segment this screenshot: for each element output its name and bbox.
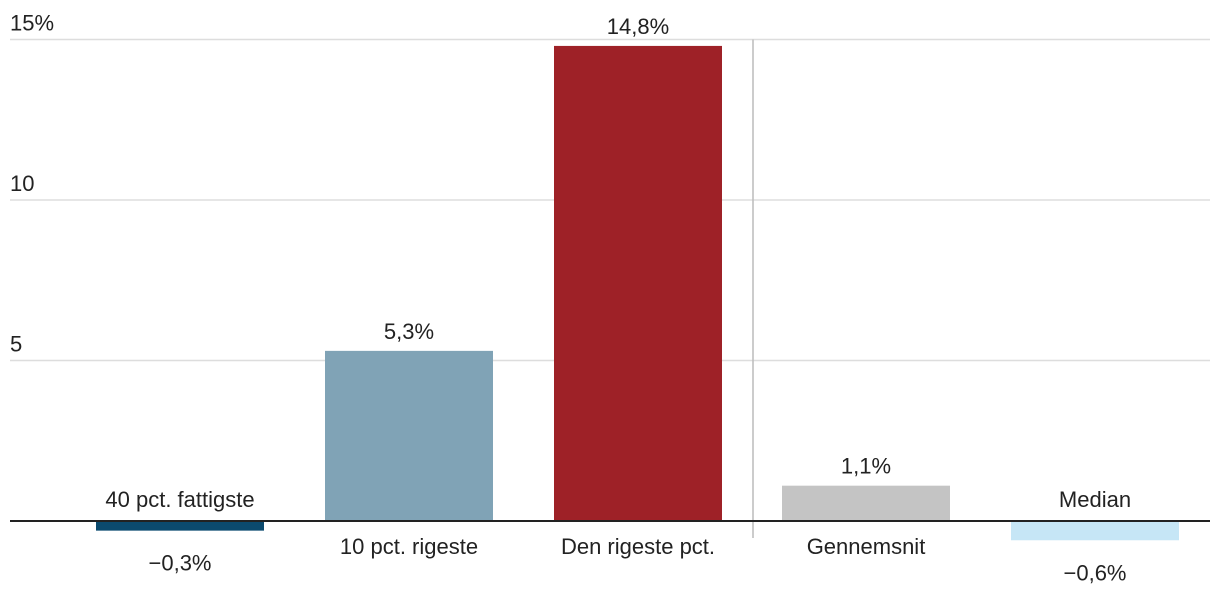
y-tick-label: 5	[10, 332, 22, 357]
category-label: Gennemsnit	[807, 534, 926, 559]
value-label: −0,3%	[149, 551, 212, 576]
bars	[10, 45, 1210, 541]
bar	[325, 350, 493, 521]
bar	[1011, 521, 1179, 541]
bar	[554, 45, 722, 522]
value-label: 5,3%	[384, 319, 434, 344]
category-label: Den rigeste pct.	[561, 534, 715, 559]
bar	[96, 521, 264, 531]
value-label: −0,6%	[1064, 560, 1127, 585]
y-tick-label: 10	[10, 171, 34, 196]
labels: 15% 10 5 −0,3% 40 pct. fattigste 5,3% 10 pct. …	[10, 11, 1131, 586]
value-label: 1,1%	[841, 454, 891, 479]
value-label: 14,8%	[607, 14, 669, 39]
category-label: 40 pct. fattigste	[105, 487, 254, 512]
y-tick-label: 15%	[10, 11, 54, 36]
category-label: Median	[1059, 487, 1131, 512]
bar	[782, 485, 950, 521]
category-label: 10 pct. rigeste	[340, 534, 478, 559]
